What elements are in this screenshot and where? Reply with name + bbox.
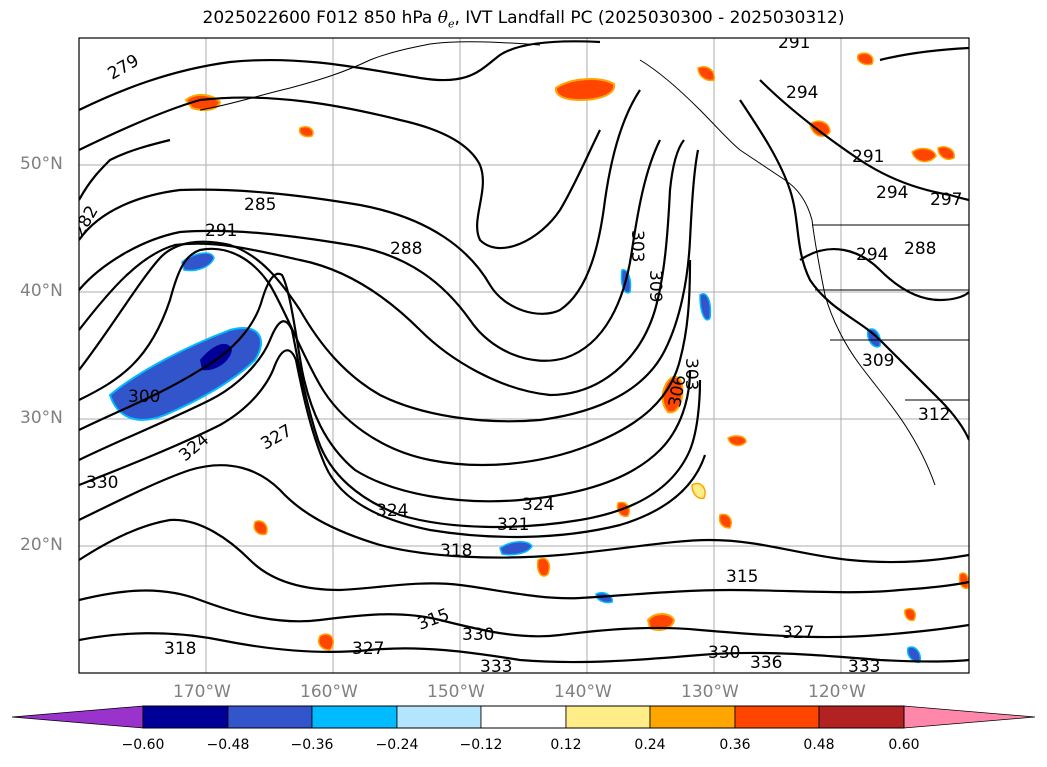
colorbar-swatch (649, 705, 736, 729)
contour-label: 330 (708, 643, 740, 663)
contour-label: 327 (352, 639, 384, 659)
contour-label: 294 (876, 183, 908, 203)
positive-shading-patch (554, 78, 616, 102)
contour-labels: 279 282 285 288 291 291 294 294 291 294 … (79, 33, 962, 677)
contour-label: 333 (480, 657, 512, 677)
colorbar-tick-label: −0.36 (290, 737, 334, 753)
positive-shading-patch (691, 482, 706, 500)
positive-shading-patch (856, 52, 874, 66)
lon-label-150w: 150°W (427, 682, 485, 702)
positive-shading-patch (298, 125, 314, 138)
colorbar-low-extend (11, 705, 144, 729)
positive-shading-patch (727, 435, 747, 447)
positive-shading-patch (646, 613, 676, 631)
colorbar-swatch (480, 705, 567, 729)
colorbar-tick-label: −0.60 (121, 737, 165, 753)
positive-shading-patch (697, 66, 715, 82)
contour-label: 333 (848, 657, 880, 677)
contour-label: 330 (86, 473, 118, 493)
lon-label-130w: 130°W (681, 682, 739, 702)
positive-shading-patch (809, 120, 831, 137)
positive-shading-patch (718, 513, 732, 529)
colorbar (11, 705, 1036, 729)
lat-label-20n: 20°N (20, 535, 63, 555)
us-state-borders (812, 224, 969, 401)
contour-label: 309 (645, 270, 665, 302)
contour-label: 324 (522, 495, 554, 515)
colorbar-high-extend (903, 705, 1036, 729)
title-theta-symbol: θ (437, 8, 448, 28)
map-title: 2025022600 F012 850 hPa θe, IVT Landfall… (0, 8, 1047, 30)
contour-label: 294 (856, 245, 888, 265)
colorbar-tick-label: −0.12 (459, 737, 503, 753)
contour-label: 297 (930, 190, 962, 210)
contour-label: 285 (244, 195, 276, 215)
colorbar-swatch (396, 705, 482, 729)
colorbar-tick-label: −0.24 (375, 737, 419, 753)
contour-label: 303 (627, 230, 647, 262)
colorbar-swatch (227, 705, 313, 729)
contour-label: 300 (128, 387, 160, 407)
contour-label: 309 (862, 351, 894, 371)
positive-shading-patch (536, 557, 550, 577)
contour-label: 303 (681, 358, 701, 390)
lat-label-40n: 40°N (20, 281, 63, 301)
theta-e-contours (79, 40, 969, 664)
colorbar-tick-label: −0.48 (206, 737, 250, 753)
us-west-coastline (811, 219, 936, 486)
positive-shading-patch (318, 633, 334, 651)
contour-label: 321 (497, 515, 529, 535)
lon-label-170w: 170°W (173, 682, 231, 702)
lat-label-30n: 30°N (20, 408, 63, 428)
contour-label: 312 (918, 405, 950, 425)
lon-label-120w: 120°W (808, 682, 866, 702)
colorbar-tick-label: 0.60 (888, 737, 920, 753)
alaska-coastline (199, 41, 541, 111)
canada-coastline (739, 149, 813, 221)
colorbar-swatch (565, 705, 651, 729)
contour-label: 327 (782, 623, 814, 643)
contour-label: 294 (786, 83, 818, 103)
contour-label: 336 (750, 653, 782, 673)
contour-label: 291 (852, 147, 884, 167)
contour-label: 291 (778, 33, 810, 53)
colorbar-swatch (734, 705, 820, 729)
contour-label: 291 (205, 221, 237, 241)
contour-label: 324 (376, 501, 408, 521)
positive-shading-patch (253, 520, 268, 536)
colorbar-swatch (818, 705, 905, 729)
contour-label: 318 (164, 639, 196, 659)
negative-shading-patch (181, 252, 215, 272)
colorbar-tick-label: 0.24 (634, 737, 666, 753)
negative-shading-patch (699, 293, 712, 321)
lat-label-50n: 50°N (20, 154, 63, 174)
alaska-panhandle-coastline (639, 59, 741, 151)
positive-shading-patch (904, 608, 917, 622)
colorbar-tick-label: 0.12 (550, 737, 582, 753)
colorbar-swatch (311, 705, 398, 729)
contour-label: 318 (440, 541, 472, 561)
contour-label: 315 (726, 567, 758, 587)
pc-shading (108, 52, 969, 664)
contour-label: 288 (904, 239, 936, 259)
colorbar-swatch (142, 705, 229, 729)
map-frame (78, 37, 970, 674)
negative-shading-core (200, 343, 232, 371)
contour-label: 288 (390, 239, 422, 259)
title-suffix: , IVT Landfall PC (2025030300 - 20250303… (454, 8, 845, 28)
colorbar-tick-label: 0.36 (719, 737, 751, 753)
contour-label: 330 (462, 625, 494, 645)
negative-shading-patch (866, 328, 882, 348)
positive-shading-patch (911, 147, 937, 163)
colorbar-tick-label: 0.48 (803, 737, 835, 753)
coastlines (199, 41, 969, 486)
lon-label-160w: 160°W (300, 682, 358, 702)
title-theta-subscript: e (447, 17, 455, 31)
positive-shading-patch (937, 146, 955, 160)
title-prefix: 2025022600 F012 850 hPa (202, 8, 438, 28)
map-plot-area: 279 282 285 288 291 291 294 294 291 294 … (79, 33, 969, 677)
lon-label-140w: 140°W (554, 682, 612, 702)
negative-shading-patch (499, 541, 533, 556)
